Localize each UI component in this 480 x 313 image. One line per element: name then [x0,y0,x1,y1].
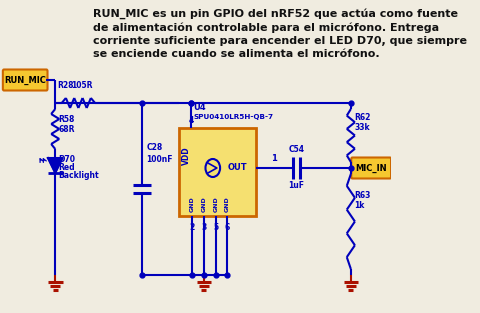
Text: R62: R62 [353,114,370,122]
Text: Backlight: Backlight [59,172,99,181]
Text: C54: C54 [288,145,304,154]
Text: R28: R28 [57,81,73,90]
Text: U4: U4 [193,103,205,112]
Text: 105R: 105R [72,81,93,90]
Text: Red: Red [59,162,75,172]
FancyBboxPatch shape [350,157,390,178]
Polygon shape [48,158,62,173]
Bar [178,128,255,216]
Text: OUT: OUT [227,163,247,172]
Text: 5: 5 [213,223,218,232]
Text: GND: GND [213,196,218,212]
FancyBboxPatch shape [3,69,48,90]
Text: 33k: 33k [353,124,369,132]
Text: R58: R58 [59,115,75,124]
Text: SPU0410LR5H-QB-7: SPU0410LR5H-QB-7 [193,114,273,120]
Text: 68R: 68R [59,125,75,134]
Text: 4: 4 [188,116,193,125]
Text: 6: 6 [224,223,229,232]
Text: R63: R63 [353,192,370,201]
Text: 100nF: 100nF [146,156,172,165]
Text: 3: 3 [201,223,206,232]
Text: GND: GND [201,196,206,212]
Text: 1: 1 [270,154,276,163]
Text: MIC_IN: MIC_IN [355,163,386,172]
Text: RUN_MIC: RUN_MIC [4,75,46,85]
Text: 2: 2 [190,223,195,232]
Text: 1uF: 1uF [288,181,304,190]
Text: RUN_MIC es un pin GPIO del nRF52 que actúa como fuente
de alimentación controlab: RUN_MIC es un pin GPIO del nRF52 que act… [93,8,467,59]
Text: D70: D70 [59,155,75,163]
Text: GND: GND [225,196,229,212]
Text: C28: C28 [146,143,162,152]
Text: VDD: VDD [182,147,191,165]
Text: GND: GND [190,196,194,212]
Text: 1k: 1k [353,202,364,211]
